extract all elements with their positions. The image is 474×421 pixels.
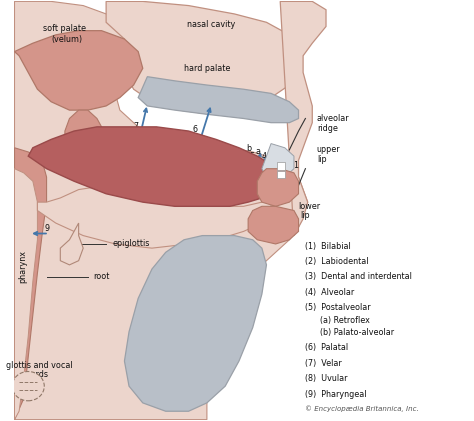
Text: nasal cavity: nasal cavity <box>187 20 236 29</box>
Text: 4: 4 <box>262 152 267 162</box>
Polygon shape <box>15 148 46 420</box>
Text: uvula: uvula <box>43 142 64 151</box>
Text: tongue: tongue <box>111 171 143 179</box>
Text: (4)  Alveolar: (4) Alveolar <box>305 288 355 297</box>
Polygon shape <box>28 127 275 206</box>
Text: blade: blade <box>228 154 250 163</box>
Text: upper: upper <box>317 145 340 155</box>
Polygon shape <box>65 110 101 156</box>
Text: b: b <box>246 144 252 153</box>
Polygon shape <box>277 162 285 170</box>
Text: lip: lip <box>317 155 327 164</box>
Polygon shape <box>280 1 326 236</box>
Text: (3)  Dental and interdental: (3) Dental and interdental <box>305 272 412 282</box>
Polygon shape <box>60 223 83 265</box>
Text: centre: centre <box>135 139 160 148</box>
Text: a: a <box>255 147 261 156</box>
Text: 3: 3 <box>271 157 276 166</box>
Polygon shape <box>15 1 308 420</box>
Text: lip: lip <box>301 211 310 221</box>
Text: (5)  Postalveolar: (5) Postalveolar <box>305 304 371 312</box>
Polygon shape <box>257 169 299 206</box>
Text: root: root <box>93 272 109 281</box>
Text: front: front <box>195 143 214 152</box>
Text: (b) Palato-alveolar: (b) Palato-alveolar <box>305 328 394 337</box>
Polygon shape <box>262 144 294 181</box>
Text: 7: 7 <box>133 123 138 131</box>
Text: 5: 5 <box>250 152 255 162</box>
Text: lower: lower <box>298 202 320 211</box>
Text: (2)  Labiodental: (2) Labiodental <box>305 257 369 266</box>
Text: (1)  Bilabial: (1) Bilabial <box>305 242 351 250</box>
Text: © Encyclopædia Britannica, Inc.: © Encyclopædia Britannica, Inc. <box>305 406 419 413</box>
Text: (7)  Velar: (7) Velar <box>305 359 342 368</box>
Polygon shape <box>277 171 285 178</box>
Polygon shape <box>106 1 299 115</box>
Text: soft palate: soft palate <box>44 24 86 33</box>
Text: mandible: mandible <box>228 284 237 321</box>
Polygon shape <box>15 169 37 420</box>
Text: cords: cords <box>27 370 48 379</box>
Polygon shape <box>37 185 271 248</box>
Text: (8)  Uvular: (8) Uvular <box>305 374 348 383</box>
Text: ridge: ridge <box>317 124 338 133</box>
Text: alveolar: alveolar <box>317 114 349 123</box>
Text: pharynx: pharynx <box>18 250 27 283</box>
Text: tip: tip <box>222 187 233 196</box>
Text: 6: 6 <box>192 125 198 134</box>
Text: glottis and vocal: glottis and vocal <box>6 361 73 370</box>
Text: epiglottis: epiglottis <box>113 239 150 248</box>
Text: (9)  Pharyngeal: (9) Pharyngeal <box>305 389 367 399</box>
Polygon shape <box>15 31 143 110</box>
Text: 2: 2 <box>283 158 288 167</box>
Text: (a) Retroflex: (a) Retroflex <box>305 316 370 325</box>
Text: 9: 9 <box>45 224 50 232</box>
Text: 1: 1 <box>293 161 298 170</box>
Polygon shape <box>138 77 299 123</box>
Polygon shape <box>248 206 299 244</box>
Text: 8: 8 <box>77 123 82 131</box>
Text: (velum): (velum) <box>52 35 83 43</box>
Text: (6)  Palatal: (6) Palatal <box>305 343 348 352</box>
Circle shape <box>12 371 44 401</box>
Text: back: back <box>81 147 100 157</box>
Text: hard palate: hard palate <box>184 64 230 73</box>
Polygon shape <box>125 236 266 411</box>
